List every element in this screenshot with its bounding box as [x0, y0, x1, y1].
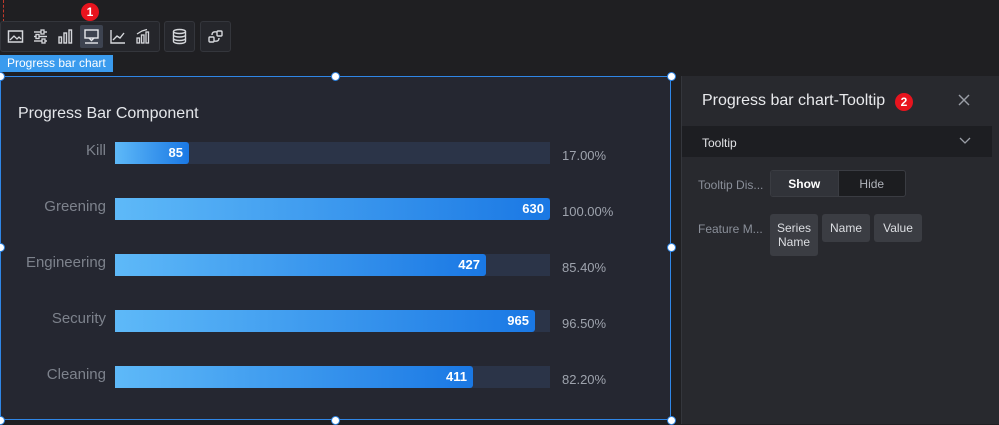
percentage-label: 82.20% [562, 372, 607, 387]
step-badge-1: 1 [81, 3, 99, 21]
chevron-down-icon[interactable] [959, 137, 971, 145]
progress-track: 965 [115, 310, 550, 332]
progress-track: 630 [115, 198, 550, 220]
database-icon[interactable] [168, 25, 191, 48]
show-option[interactable]: Show [771, 171, 839, 196]
bar-value-label: 85 [168, 145, 183, 160]
progress-fill: 411 [115, 366, 473, 388]
resize-handle[interactable] [667, 72, 676, 81]
resize-handle[interactable] [667, 243, 676, 252]
section-label: Tooltip [702, 136, 737, 150]
tooltip-icon[interactable] [80, 25, 103, 48]
close-icon[interactable] [955, 91, 973, 109]
component-name-tag: Progress bar chart [0, 55, 113, 72]
tooltip-display-label: Tooltip Dis... [698, 178, 764, 192]
category-label: Security [51, 310, 106, 327]
resize-handle[interactable] [0, 72, 5, 81]
step-badge-2: 2 [895, 93, 913, 111]
bar-value-label: 427 [458, 257, 480, 272]
bar-value-label: 411 [446, 369, 467, 384]
image-icon[interactable] [4, 25, 27, 48]
category-label: Greening [44, 198, 106, 215]
resize-handle[interactable] [331, 72, 340, 81]
axis-icon[interactable] [106, 25, 129, 48]
chip-name[interactable]: Name [822, 214, 870, 242]
progress-fill: 427 [115, 254, 486, 276]
bar-chart-icon[interactable] [54, 25, 77, 48]
category-label: Engineering [25, 254, 106, 271]
chart-canvas[interactable] [0, 76, 671, 420]
toolbar-group-style [0, 21, 160, 52]
series-icon[interactable] [132, 25, 155, 48]
category-label: Kill [85, 142, 106, 159]
toolbar-group-interaction [200, 21, 231, 52]
guide-line [3, 0, 4, 22]
panel-title: Progress bar chart-Tooltip [702, 92, 886, 109]
toolbar-group-data [164, 21, 195, 52]
progress-fill: 85 [115, 142, 189, 164]
tooltip-display-toggle: Show Hide [770, 170, 906, 197]
chip-value[interactable]: Value [874, 214, 922, 242]
interaction-icon[interactable] [204, 25, 227, 48]
category-label: Cleaning [46, 366, 106, 383]
percentage-label: 96.50% [562, 316, 607, 331]
progress-track: 85 [115, 142, 550, 164]
progress-track: 427 [115, 254, 550, 276]
bar-value-label: 965 [507, 313, 529, 328]
bar-value-label: 630 [522, 201, 544, 216]
chart-title: Progress Bar Component [18, 105, 199, 122]
progress-fill: 630 [115, 198, 550, 220]
sliders-icon[interactable] [29, 25, 52, 48]
progress-fill: 965 [115, 310, 535, 332]
percentage-label: 17.00% [562, 148, 607, 163]
resize-handle[interactable] [0, 243, 5, 252]
hide-option[interactable]: Hide [859, 176, 885, 191]
feature-label: Feature M... [698, 222, 763, 236]
percentage-label: 100.00% [562, 204, 614, 219]
percentage-label: 85.40% [562, 260, 607, 275]
tooltip-section-header[interactable] [682, 126, 992, 157]
chip-series-name[interactable]: Series Name [770, 214, 818, 256]
progress-track: 411 [115, 366, 550, 388]
